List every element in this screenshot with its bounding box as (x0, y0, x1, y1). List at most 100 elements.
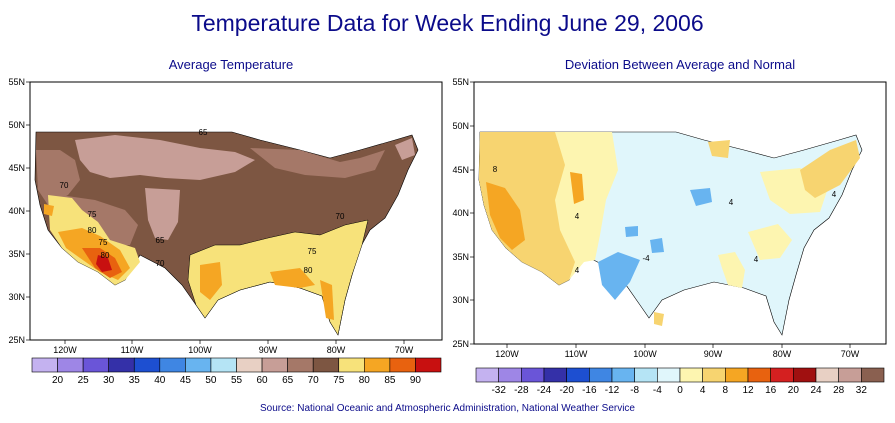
legend-swatch (210, 357, 237, 373)
legend-label: -20 (559, 385, 574, 396)
lon-label: 110W (121, 345, 144, 355)
legend-label: 90 (410, 375, 422, 386)
contour-label: 4 (575, 266, 580, 275)
lon-label: 80W (327, 345, 346, 355)
legend-label: 40 (154, 375, 166, 386)
left-map-title: Average Temperature (168, 57, 294, 72)
average-temperature-map: 55N 50N 45N 40N 35N 30N 25N 120W 110W 10… (8, 77, 443, 355)
contour-label: 70 (336, 212, 345, 221)
us-region-60-65 (75, 135, 255, 180)
legend-label: 80 (359, 375, 371, 386)
legend-swatch (415, 357, 442, 373)
page-title: Temperature Data for Week Ending June 29… (191, 10, 704, 36)
legend-label: 4 (700, 385, 706, 396)
legend-label: 60 (257, 375, 269, 386)
legend-swatch (747, 367, 771, 383)
contour-label: 70 (156, 259, 165, 268)
legend-label: 0 (677, 385, 683, 396)
lon-label: 70W (395, 345, 414, 355)
legend-swatch (589, 367, 613, 383)
source-note: Source: National Oceanic and Atmospheric… (259, 403, 635, 414)
legend-label: 16 (765, 385, 777, 396)
legend-label: 8 (723, 385, 729, 396)
legend-swatch (815, 367, 839, 383)
legend-swatch (261, 357, 288, 373)
legend-label: 65 (282, 375, 294, 386)
legend-swatch (133, 357, 161, 373)
legend-swatch (236, 357, 263, 373)
lon-label: 80W (773, 349, 792, 359)
contour-label: 4 (754, 255, 759, 264)
legend-label: 30 (103, 375, 115, 386)
legend-label: 70 (308, 375, 320, 386)
legend-label: 20 (788, 385, 800, 396)
contour-label: 4 (575, 212, 580, 221)
lat-label: 55N (452, 77, 469, 87)
deviation-legend: -32 -28 -24 -20 -16 -12 -8 -4 0 4 8 12 16 20 24 28 32 (475, 367, 885, 396)
legend-swatch (82, 357, 109, 373)
lat-label: 30N (452, 295, 469, 305)
lon-label: 100W (188, 345, 212, 355)
legend-swatch (389, 357, 416, 373)
lat-label: 55N (8, 77, 25, 87)
right-map-title: Deviation Between Average and Normal (564, 57, 796, 72)
legend-label: 25 (78, 375, 90, 386)
lat-label: 40N (452, 208, 469, 218)
legend-swatch (31, 357, 58, 373)
legend-label: -16 (582, 385, 597, 396)
legend-label: 75 (333, 375, 345, 386)
legend-swatch (475, 367, 499, 383)
legend-swatch (364, 357, 391, 373)
legend-swatch (287, 357, 314, 373)
legend-swatch (725, 367, 749, 383)
legend-label: -32 (491, 385, 506, 396)
legend-label: 28 (833, 385, 845, 396)
legend-swatch (185, 357, 212, 373)
legend-label: 45 (180, 375, 192, 386)
contour-label: -4 (642, 254, 650, 263)
legend-label: -4 (653, 385, 662, 396)
legend-swatch (838, 367, 862, 383)
lon-label: 120W (53, 345, 77, 355)
contour-label: 65 (199, 128, 208, 137)
contour-label: 65 (156, 236, 165, 245)
contour-label: 80 (304, 266, 313, 275)
legend-label: 24 (810, 385, 822, 396)
lat-label: 50N (8, 120, 25, 130)
legend-label: -8 (630, 385, 639, 396)
lat-label: 35N (452, 252, 469, 262)
contour-label: 8 (493, 165, 498, 174)
legend-label: 32 (856, 385, 868, 396)
legend-swatch (159, 357, 186, 373)
contour-label: 80 (101, 251, 110, 260)
average-temperature-legend: 20 25 30 35 40 45 50 55 60 65 70 75 80 85 90 (31, 357, 442, 386)
legend-swatch (521, 367, 545, 383)
legend-label: 55 (231, 375, 243, 386)
contour-label: 80 (88, 226, 97, 235)
legend-label: 12 (742, 385, 754, 396)
lat-label: 50N (452, 121, 469, 131)
legend-label: -24 (537, 385, 552, 396)
legend-swatch (312, 357, 340, 373)
lat-label: 25N (452, 339, 469, 349)
legend-swatch (108, 357, 135, 373)
lon-label: 90W (259, 345, 278, 355)
contour-label: 75 (88, 210, 97, 219)
temperature-deviation-map: 55N 50N 45N 40N 35N 30N 25N 120W 110W 10… (452, 77, 887, 359)
lat-label: 40N (8, 206, 25, 216)
legend-swatch (338, 357, 365, 373)
lon-label: 100W (633, 349, 657, 359)
lat-label: 45N (452, 165, 469, 175)
legend-swatch (770, 367, 794, 383)
contour-label: 4 (832, 190, 837, 199)
legend-swatch (657, 367, 681, 383)
legend-label: 50 (205, 375, 217, 386)
legend-swatch (679, 367, 703, 383)
legend-swatch (57, 357, 84, 373)
lat-label: 35N (8, 249, 25, 259)
legend-swatch (498, 367, 522, 383)
legend-swatch (634, 367, 658, 383)
legend-label: 35 (129, 375, 141, 386)
legend-label: -12 (605, 385, 620, 396)
